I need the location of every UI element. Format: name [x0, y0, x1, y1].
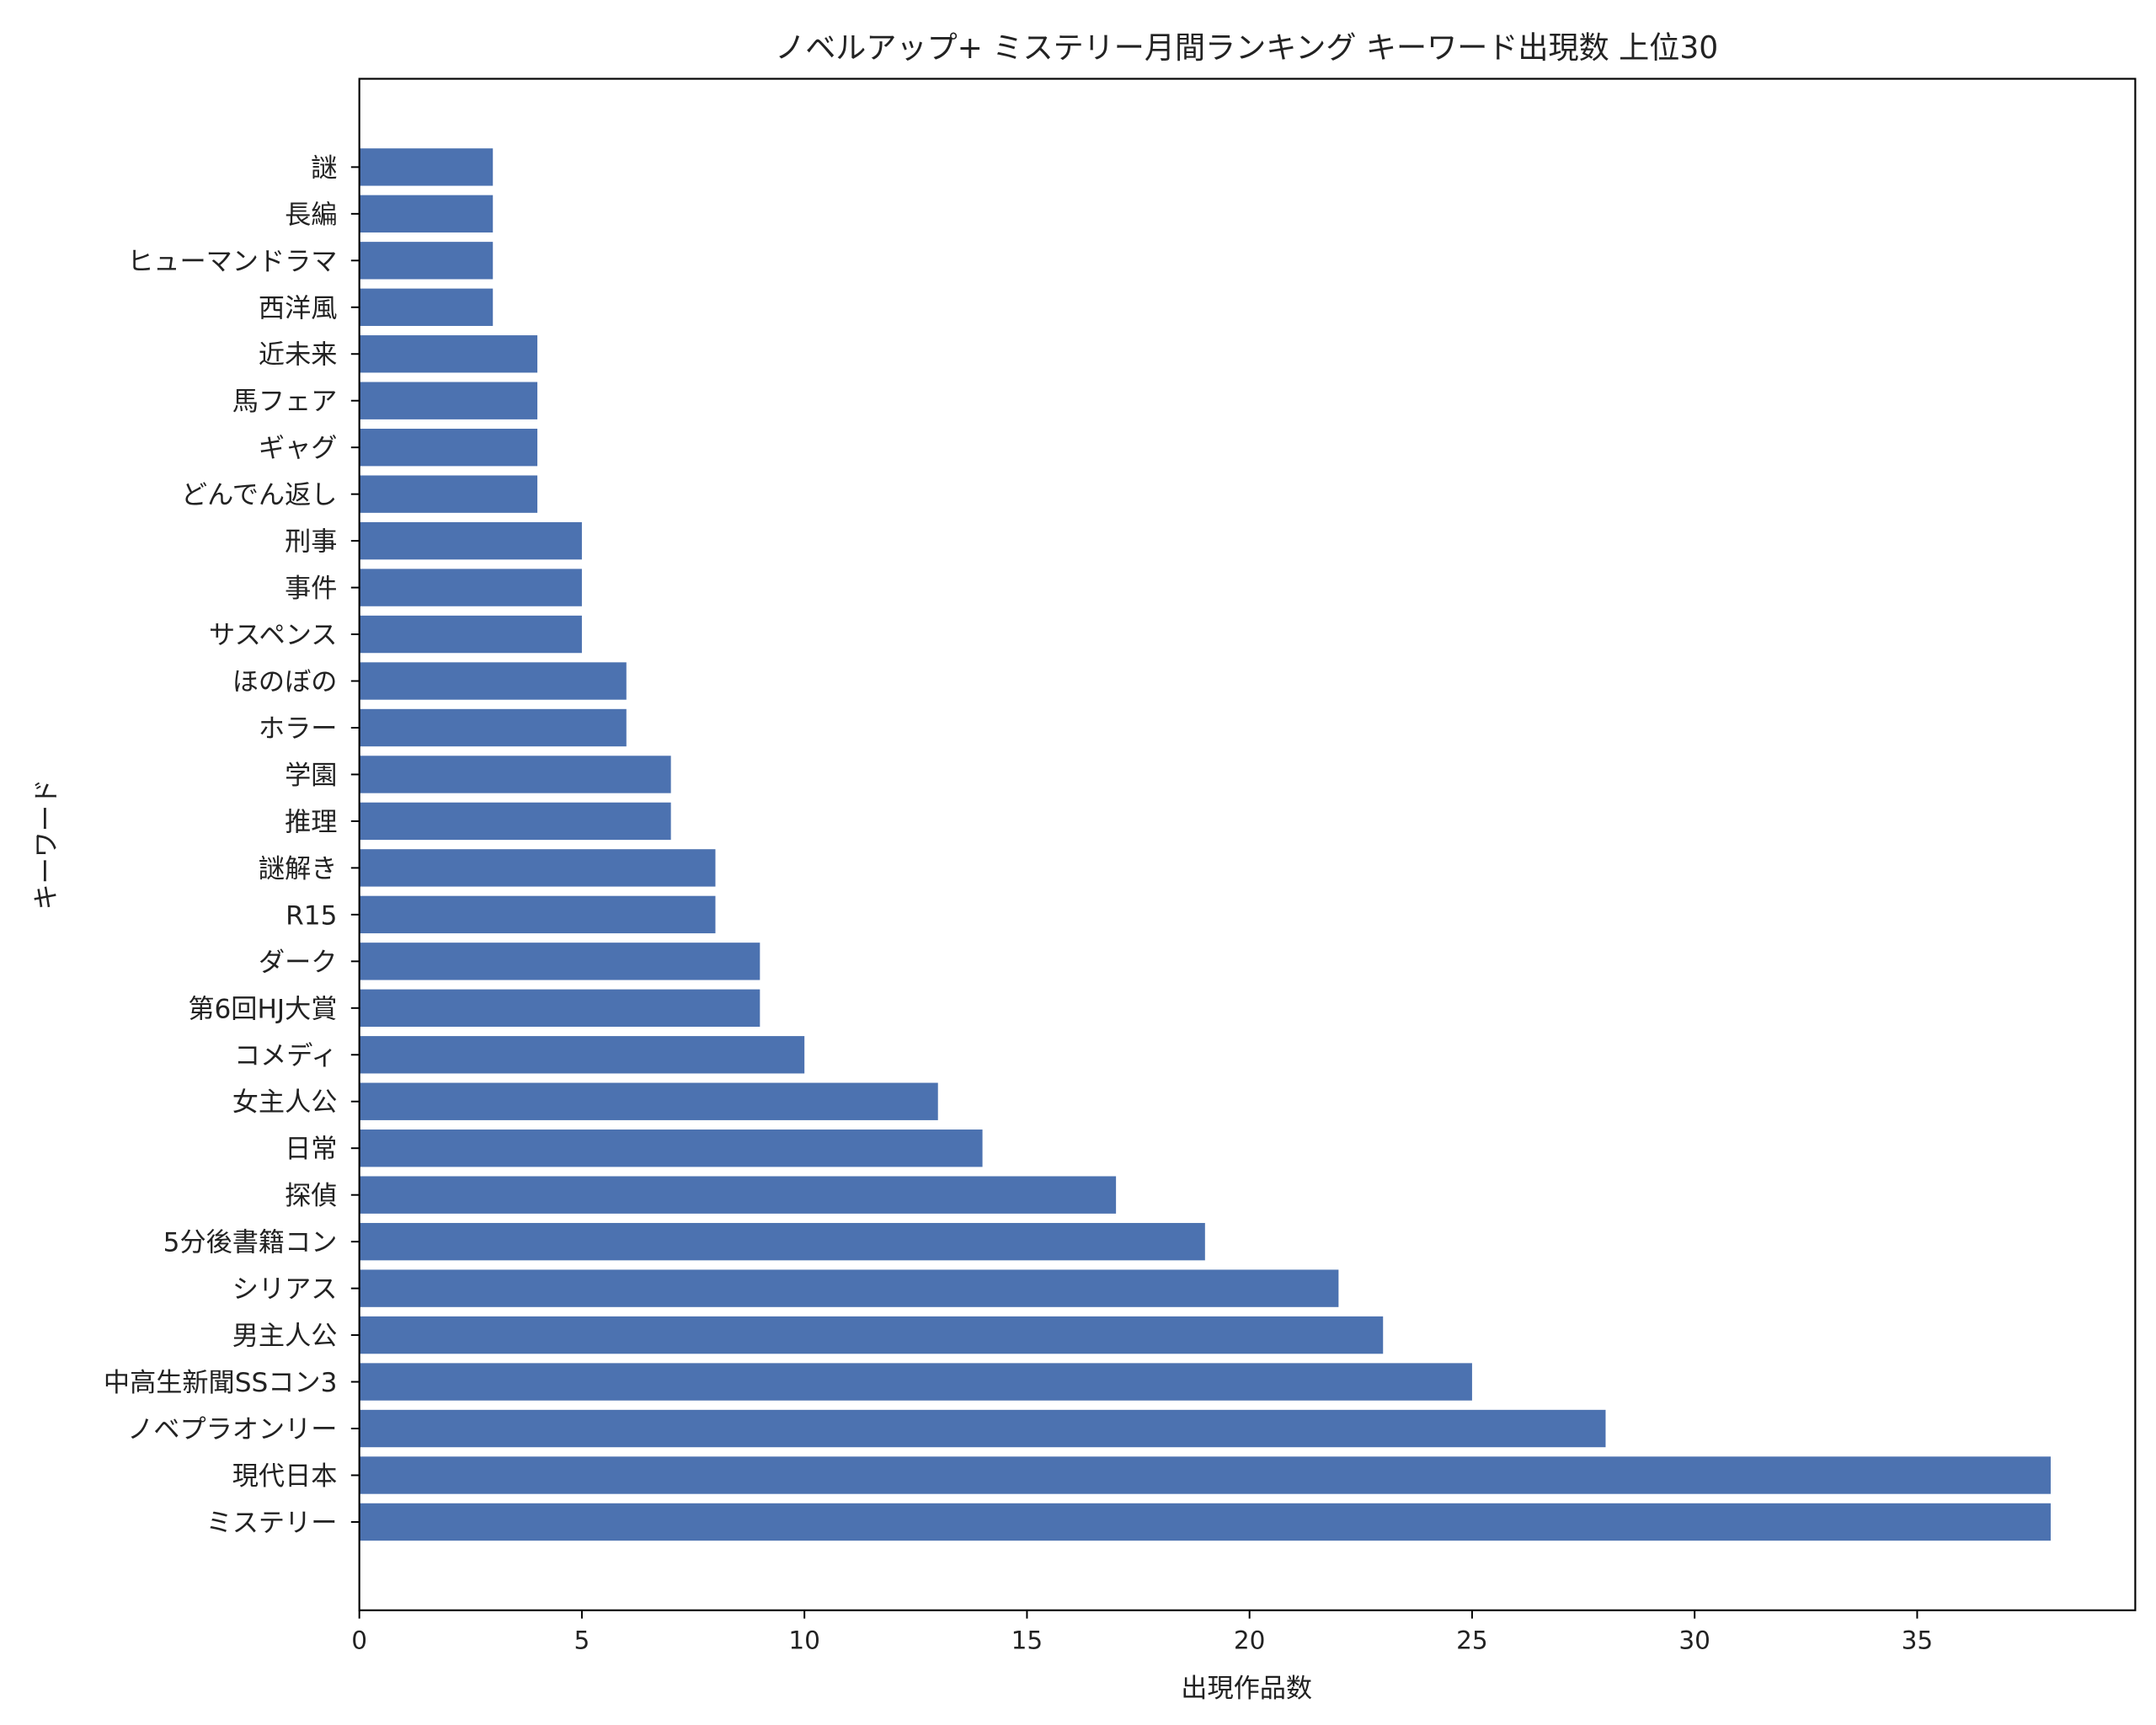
x-axis-label: 出現作品数 — [1181, 1674, 1312, 1704]
bar — [359, 615, 582, 654]
x-tick-label: 5 — [574, 1626, 590, 1655]
bar — [359, 895, 716, 934]
y-tick-label: 男主人公 — [232, 1322, 338, 1352]
bar — [359, 335, 538, 373]
y-tick-label: 長編 — [285, 200, 337, 230]
y-tick-label: 日常 — [285, 1135, 337, 1165]
bar — [359, 1456, 2051, 1494]
bars-group — [359, 148, 2051, 1541]
x-tick-label: 0 — [351, 1626, 367, 1655]
y-tick-label: どんでん返し — [181, 480, 337, 510]
bar — [359, 1503, 2051, 1541]
y-tick-label: ヒューマンドラマ — [127, 247, 337, 277]
bar — [359, 382, 538, 419]
y-tick-label: ミステリー — [206, 1508, 338, 1538]
y-tick-label: 現代日本 — [232, 1461, 338, 1492]
bar — [359, 1222, 1205, 1261]
y-axis-label: キーワード — [32, 779, 62, 911]
plot-frame — [358, 77, 2137, 1611]
bar — [359, 756, 671, 793]
bar — [359, 1082, 938, 1120]
y-tick-label: 西洋風 — [259, 293, 337, 323]
x-tick-label: 10 — [788, 1626, 820, 1655]
x-tick-label: 20 — [1234, 1626, 1266, 1655]
x-ticks: 0 5 10 15 20 25 30 35 — [351, 1610, 1933, 1655]
bar — [359, 1409, 1606, 1448]
bar — [359, 1316, 1384, 1354]
y-tick-label: 5分後書籍コン — [163, 1228, 338, 1258]
x-tick-label: 30 — [1678, 1626, 1710, 1655]
bar — [359, 288, 494, 326]
y-tick-label: 馬フェア — [232, 387, 338, 417]
y-tick-label: R15 — [286, 900, 337, 931]
chart-title: ノベルアップ+ ミステリー月間ランキング キーワード出現数 上位30 — [775, 29, 1718, 66]
y-tick-label: 謎解き — [259, 854, 337, 884]
y-tick-label: 謎 — [311, 153, 337, 184]
y-tick-label: 探偵 — [285, 1181, 337, 1211]
bar — [359, 569, 582, 606]
bar — [359, 195, 494, 233]
y-tick-label: ホラー — [259, 713, 337, 744]
y-tick-label: 事件 — [285, 574, 337, 604]
bar — [359, 428, 538, 467]
y-tick-label: ダーク — [259, 948, 337, 978]
y-tick-label: コメディ — [234, 1041, 337, 1071]
y-tick-label: シリアス — [232, 1274, 338, 1305]
y-tick-label: ギャグ — [259, 434, 337, 464]
bar — [359, 1036, 805, 1074]
y-tick-label: ほのぼの — [232, 667, 338, 697]
bar — [359, 1363, 1472, 1401]
bar — [359, 1176, 1117, 1214]
bar — [359, 148, 494, 186]
bar — [359, 662, 627, 700]
y-tick-label: 刑事 — [285, 527, 337, 558]
x-tick-label: 35 — [1902, 1626, 1934, 1655]
bar — [359, 802, 671, 841]
bar — [359, 521, 582, 560]
x-tick-label: 25 — [1456, 1626, 1488, 1655]
bar — [359, 849, 716, 887]
bar — [359, 242, 494, 280]
bar — [359, 1130, 983, 1167]
y-ticks: ミステリー 現代日本 ノベプラオンリー 中高生新聞SSコン3 男主人公 シリアス 5分後書籍… — [104, 153, 360, 1538]
x-tick-label: 15 — [1011, 1626, 1043, 1655]
y-tick-label: サスペンス — [209, 621, 337, 651]
bar — [359, 989, 760, 1027]
y-tick-label: 推理 — [285, 807, 337, 837]
bar — [359, 708, 627, 747]
y-tick-label: 学園 — [285, 761, 337, 791]
y-tick-label: 女主人公 — [232, 1087, 338, 1118]
bar — [359, 475, 538, 513]
y-tick-label: 中高生新聞SSコン3 — [104, 1368, 337, 1398]
bar — [359, 943, 760, 980]
y-tick-label: 近未来 — [259, 340, 337, 371]
y-tick-label: ノベプラオンリー — [127, 1415, 337, 1445]
y-tick-label: 第6回HJ大賞 — [188, 994, 337, 1024]
bar — [359, 1269, 1339, 1307]
